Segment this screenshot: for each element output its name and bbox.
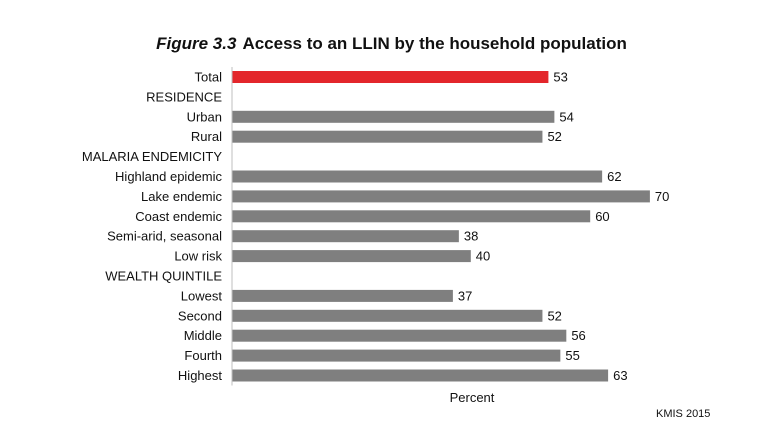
figure-number: Figure 3.3 (156, 34, 237, 53)
value-label: 52 (547, 129, 561, 144)
category-label: Semi-arid, seasonal (107, 229, 222, 244)
category-label: RESIDENCE (146, 89, 222, 104)
bar (232, 250, 471, 263)
category-label: Highland epidemic (115, 169, 222, 184)
value-label: 52 (547, 308, 561, 323)
bar (232, 190, 650, 203)
bar (232, 309, 543, 322)
category-label: Rural (191, 129, 222, 144)
bar (232, 130, 543, 143)
category-label: Lowest (181, 288, 223, 303)
figure-title: Access to an LLIN by the household popul… (242, 34, 627, 53)
bar (232, 329, 567, 342)
category-label: Highest (178, 368, 222, 383)
x-axis-title: Percent (450, 390, 495, 405)
source-note: KMIS 2015 (656, 408, 711, 420)
value-label: 63 (613, 368, 627, 383)
category-label: WEALTH QUINTILE (105, 269, 222, 284)
value-label: 40 (476, 249, 490, 264)
category-label: Lake endemic (141, 189, 222, 204)
bar (232, 349, 561, 362)
value-label: 54 (559, 109, 573, 124)
value-label: 37 (458, 288, 472, 303)
bar (232, 369, 609, 382)
category-label: Total (195, 70, 223, 85)
bar (232, 170, 603, 183)
value-label: 62 (607, 169, 621, 184)
category-label: Second (178, 308, 222, 323)
category-label: Fourth (184, 348, 222, 363)
chart-title: Figure 3.3 Access to an LLIN by the house… (0, 34, 783, 54)
bar (232, 71, 549, 83)
category-label: Middle (184, 328, 222, 343)
value-label: 60 (595, 209, 609, 224)
category-label: Urban (187, 109, 222, 124)
value-label: 70 (655, 189, 669, 204)
value-label: 56 (571, 328, 585, 343)
category-label: MALARIA ENDEMICITY (82, 149, 222, 164)
category-label: Coast endemic (135, 209, 222, 224)
bar (232, 110, 555, 123)
bar (232, 230, 459, 243)
value-label: 55 (565, 348, 579, 363)
value-label: 53 (553, 70, 567, 85)
bar (232, 210, 591, 223)
value-label: 38 (464, 229, 478, 244)
category-label: Low risk (174, 249, 222, 264)
bar (232, 289, 453, 302)
